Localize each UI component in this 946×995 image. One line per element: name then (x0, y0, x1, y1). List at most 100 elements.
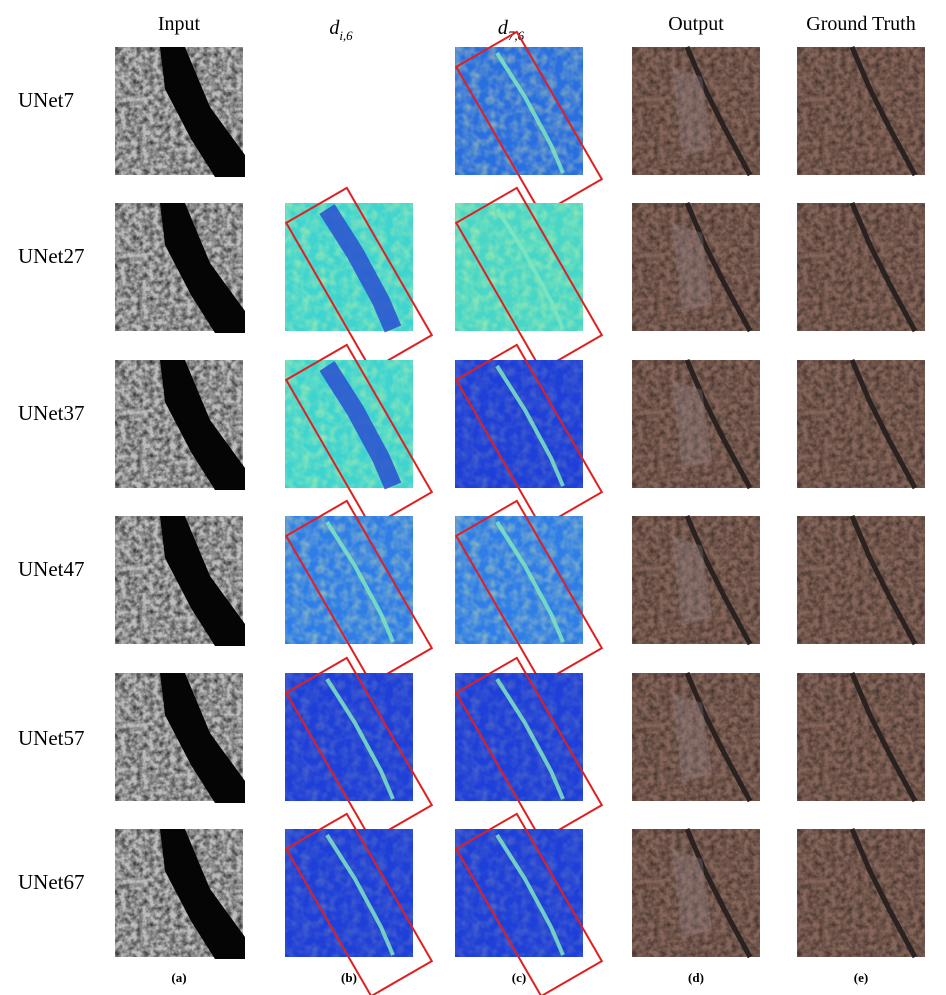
image-panel (115, 360, 245, 490)
image-panel (632, 359, 760, 490)
river-line (849, 202, 918, 333)
texture (285, 829, 413, 957)
heat-line (319, 361, 402, 490)
image-panel (455, 829, 583, 957)
image-panel (115, 829, 245, 959)
texture (455, 673, 583, 801)
image-panel (797, 202, 925, 333)
image-panel (632, 515, 760, 646)
highlight-box (454, 186, 604, 372)
image-panel (285, 360, 413, 490)
image-panel (455, 203, 583, 331)
image-panel (455, 360, 583, 488)
texture (285, 673, 413, 801)
image-panel (797, 515, 925, 646)
image-panel (797, 46, 925, 177)
river-band (160, 203, 245, 333)
column-header: Ground Truth (806, 13, 915, 35)
image-panel (797, 359, 925, 490)
symbol: d (498, 17, 509, 39)
heat-line (325, 520, 395, 643)
highlight-box (454, 656, 604, 842)
heat-line (495, 51, 565, 174)
river-line (849, 46, 918, 177)
artifact (672, 849, 712, 939)
texture (285, 516, 413, 644)
panel-label: (d) (688, 970, 704, 985)
artifact (672, 223, 712, 313)
symbol: d (329, 17, 340, 39)
river-line (684, 202, 753, 333)
highlight-box (454, 499, 604, 685)
panel-label: (c) (512, 970, 526, 985)
river-band (160, 516, 245, 646)
panel-label: (a) (171, 970, 186, 985)
column-header: Input (158, 13, 201, 35)
artifact (672, 693, 712, 783)
texture (455, 47, 583, 175)
image-panel (632, 828, 760, 959)
image-panel (632, 46, 760, 177)
image-panel (797, 828, 925, 959)
image-panel (455, 673, 583, 801)
column-header: Output (668, 13, 724, 35)
heat-line (319, 204, 402, 333)
heat-line (495, 364, 565, 487)
heat-line (325, 833, 395, 956)
image-panel (285, 203, 413, 333)
row-label: UNet37 (18, 401, 85, 425)
river-line (849, 672, 918, 803)
subscript: i,6 (339, 28, 353, 43)
river-band (160, 47, 245, 177)
texture (455, 516, 583, 644)
highlight-box (454, 812, 604, 995)
highlight-box (284, 343, 434, 529)
heat-line (495, 677, 565, 800)
artifact (672, 380, 712, 470)
river-band (160, 829, 245, 959)
row-label: UNet7 (18, 88, 74, 112)
texture (455, 829, 583, 957)
texture (455, 203, 583, 331)
panel-label: (e) (854, 970, 868, 985)
row-label: UNet67 (18, 870, 85, 894)
river-band (160, 360, 245, 490)
heat-line (495, 520, 565, 643)
image-panel (115, 47, 245, 177)
river-line (849, 359, 918, 490)
image-panel (632, 202, 760, 333)
highlight-box (454, 30, 604, 216)
highlight-box (284, 656, 434, 842)
image-panel (455, 47, 583, 175)
river-line (684, 828, 753, 959)
river-line (684, 515, 753, 646)
image-panel (285, 673, 413, 801)
row-label: UNet47 (18, 557, 85, 581)
row-label: UNet57 (18, 726, 85, 750)
artifact (672, 67, 712, 157)
image-panel (285, 516, 413, 644)
heat-line (495, 833, 565, 956)
highlight-box (284, 186, 434, 372)
column-header: di,6 (329, 17, 353, 43)
image-panel (632, 672, 760, 803)
image-panel (797, 672, 925, 803)
river-line (684, 359, 753, 490)
river-line (849, 828, 918, 959)
heat-line (495, 207, 565, 330)
image-panel (115, 673, 245, 803)
river-band (160, 673, 245, 803)
river-line (849, 515, 918, 646)
image-panel (115, 203, 245, 333)
river-line (684, 672, 753, 803)
artifact (672, 536, 712, 626)
panel-label: (b) (341, 970, 357, 985)
highlight-box (284, 499, 434, 685)
image-panel (455, 516, 583, 644)
row-label: UNet27 (18, 244, 85, 268)
highlight-box (454, 343, 604, 529)
image-panel (115, 516, 245, 646)
heat-line (325, 677, 395, 800)
river-line (684, 46, 753, 177)
